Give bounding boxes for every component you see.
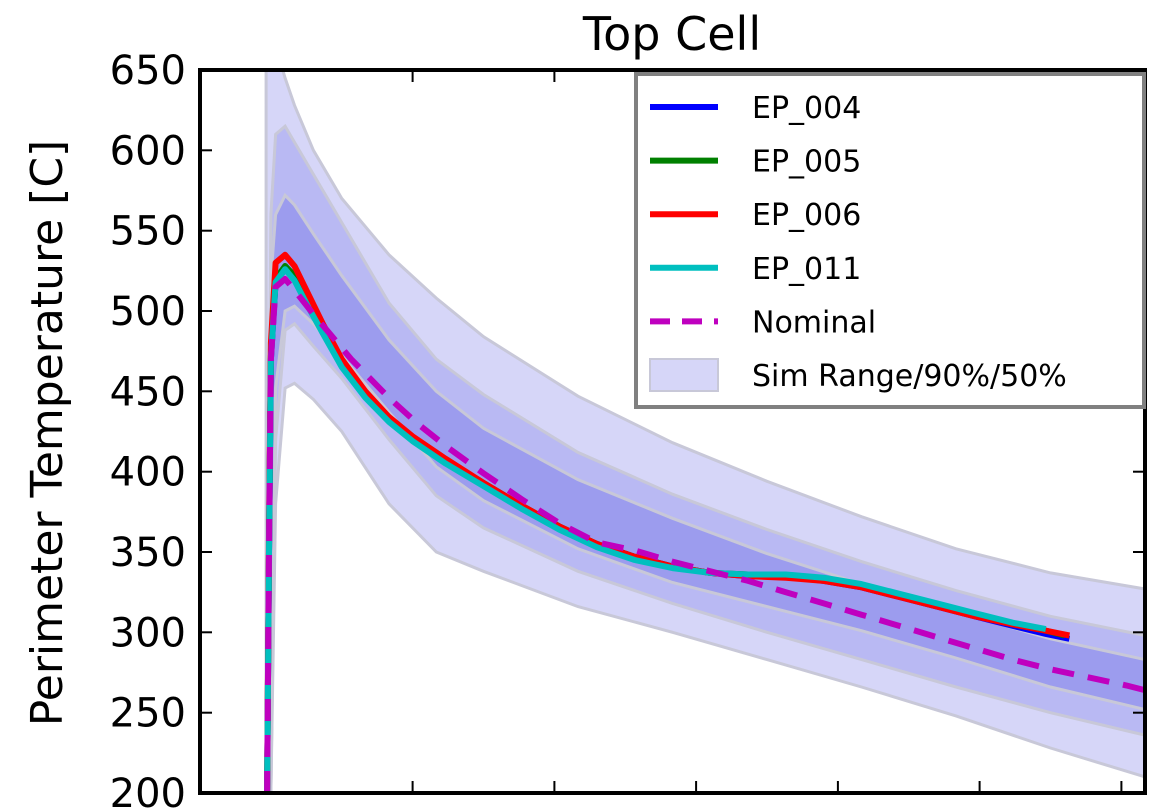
chart-title: Top Cell	[582, 7, 761, 61]
y-tick-label: 200	[110, 771, 186, 808]
y-tick-label: 450	[110, 369, 186, 415]
legend-items: EP_004 EP_005 EP_006 EP_011 Nominal Sim Range…	[649, 91, 1067, 394]
legend: EP_004 EP_005 EP_006 EP_011 Nominal Sim Range…	[634, 72, 1146, 409]
y-tick-label: 600	[110, 128, 186, 174]
legend-label: Sim Range/90%/50%	[752, 359, 1067, 394]
legend-label: EP_011	[752, 252, 861, 287]
legend-label: EP_004	[752, 91, 861, 126]
plot-area	[264, 70, 1145, 793]
legend-label: EP_005	[752, 145, 861, 180]
y-tick-label: 250	[110, 691, 186, 737]
legend-label: Nominal	[752, 305, 876, 340]
series-line-ep-011	[264, 266, 1047, 793]
y-tick-label: 500	[110, 289, 186, 335]
legend-swatch	[649, 358, 719, 392]
y-tick-labels: 200 250 300 350 400 450 500 550 600 650	[110, 48, 186, 808]
legend-box	[634, 72, 1146, 409]
y-tick-label: 300	[110, 610, 186, 656]
y-tick-label: 350	[110, 530, 186, 576]
series-line-nominal	[264, 275, 1145, 793]
y-tick-label: 550	[110, 209, 186, 255]
y-tick-label: 400	[110, 450, 186, 496]
series-lines	[264, 251, 1145, 793]
plot-frame	[198, 68, 1147, 795]
legend-label: EP_006	[752, 198, 861, 233]
y-tick-label: 650	[110, 48, 186, 94]
y-axis-label: Perimeter Temperature [C]	[22, 140, 73, 726]
